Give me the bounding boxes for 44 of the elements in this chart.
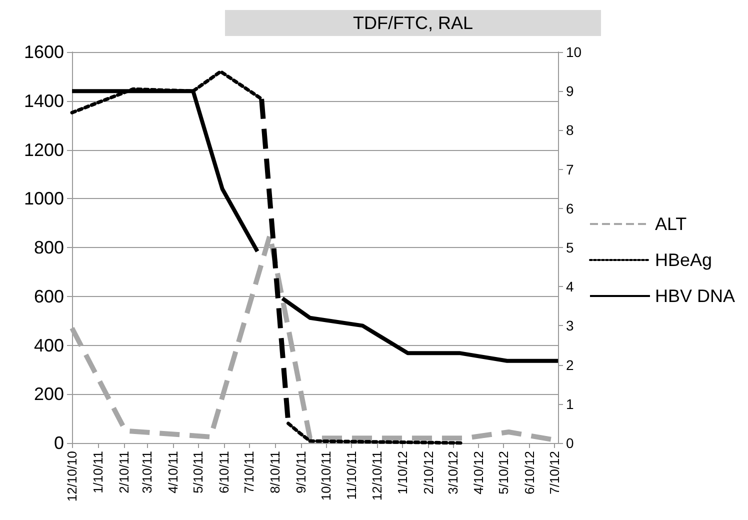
y2-tick-label: 3 xyxy=(566,318,574,334)
x-tick-label: 4/10/12 xyxy=(471,451,486,494)
x-tick-label: 3/10/11 xyxy=(140,451,155,494)
y-tick-label: 1000 xyxy=(24,188,64,209)
y-tick-label: 200 xyxy=(34,384,64,404)
x-tick-label: 3/10/12 xyxy=(445,451,460,494)
x-tick-label: 12/10/11 xyxy=(369,451,384,501)
x-tick-label: 1/10/12 xyxy=(395,451,410,494)
y2-tick-label: 4 xyxy=(566,278,574,295)
x-tick-label: 5/10/11 xyxy=(190,451,206,494)
legend-label: HBV DNA xyxy=(654,286,735,306)
x-tick-label: 2/10/12 xyxy=(421,451,436,494)
legend-label: HBeAg xyxy=(654,250,712,270)
y-tick-label: 1200 xyxy=(24,140,64,160)
y2-tick-label: 10 xyxy=(566,44,582,60)
y2-tick-label: 8 xyxy=(566,122,574,138)
x-tick-label: 12/10/10 xyxy=(64,451,80,502)
y-tick-label: 1400 xyxy=(24,90,64,111)
x-tick-label: 7/10/12 xyxy=(547,451,562,494)
x-tick-label: 2/10/11 xyxy=(116,451,132,494)
y2-tick-label: 9 xyxy=(566,83,574,100)
x-tick-label: 6/10/11 xyxy=(216,451,232,494)
y2-tick-label: 2 xyxy=(566,356,574,373)
y-tick-label: 0 xyxy=(54,433,64,453)
y2-tick-label: 6 xyxy=(566,200,574,216)
chart-title: TDF/FTC, RAL xyxy=(353,13,473,33)
legend-label: ALT xyxy=(654,214,687,234)
x-tick-label: 4/10/11 xyxy=(166,451,181,494)
x-tick-label: 11/10/11 xyxy=(344,451,360,500)
y2-tick-label: 5 xyxy=(566,240,574,256)
y-tick-label: 600 xyxy=(34,286,64,306)
x-tick-label: 10/10/11 xyxy=(318,451,334,501)
x-tick-label: 8/10/11 xyxy=(267,451,282,494)
x-tick-label: 6/10/12 xyxy=(522,451,538,494)
x-tick-label: 5/10/12 xyxy=(496,451,512,494)
y2-tick-label: 0 xyxy=(566,435,574,451)
x-tick-label: 1/10/11 xyxy=(90,451,106,494)
y2-tick-label: 7 xyxy=(566,161,574,178)
x-tick-label: 7/10/11 xyxy=(242,451,257,494)
y-tick-label: 800 xyxy=(34,238,64,258)
y2-tick-label: 1 xyxy=(566,396,574,412)
y-tick-label: 1600 xyxy=(24,42,64,62)
y-tick-label: 400 xyxy=(34,335,64,356)
x-tick-label: 9/10/11 xyxy=(293,451,308,494)
